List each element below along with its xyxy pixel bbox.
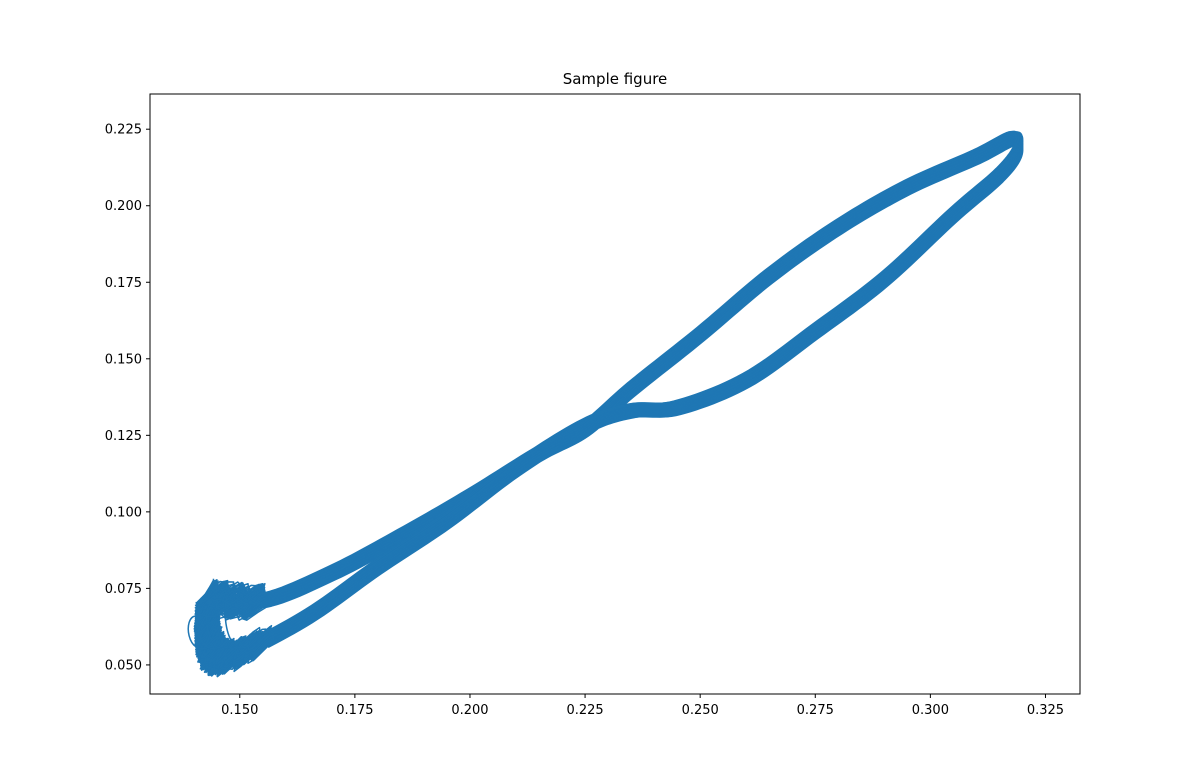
x-tick-label: 0.175 [336, 703, 373, 718]
series-knot-loop [215, 592, 252, 649]
plot-area-frame [149, 93, 1081, 695]
series-knot-loop [196, 603, 234, 650]
x-tick-label: 0.275 [797, 703, 834, 718]
series-trace [199, 131, 1023, 665]
y-tick-label: 0.125 [105, 429, 142, 444]
chart-title: Sample figure [563, 70, 668, 88]
y-axis: 0.050 0.075 0.100 0.125 0.150 0.175 0.200 0.225 [105, 123, 150, 673]
series-trace [198, 131, 1022, 664]
series-trace [200, 132, 1024, 666]
series-knot-loop [205, 598, 243, 649]
x-tick-label: 0.225 [566, 703, 603, 718]
x-axis: 0.150 0.175 0.200 0.225 0.250 0.275 0.300 0.325 [221, 694, 1064, 718]
y-tick-label: 0.150 [105, 352, 142, 367]
y-tick-label: 0.075 [105, 582, 142, 597]
y-tick-label: 0.100 [105, 505, 142, 520]
y-tick-label: 0.175 [105, 276, 142, 291]
x-tick-label: 0.250 [682, 703, 719, 718]
series-trace [200, 138, 1024, 671]
y-tick-label: 0.225 [105, 123, 142, 138]
x-tick-label: 0.325 [1027, 703, 1064, 718]
series-knot-loop [224, 589, 261, 649]
series-trace [200, 139, 1024, 672]
x-tick-label: 0.200 [451, 703, 488, 718]
series-trace [201, 141, 1024, 675]
series-trace [200, 144, 1024, 678]
y-tick-label: 0.200 [105, 199, 142, 214]
series-trace [194, 130, 1017, 664]
x-tick-label: 0.150 [221, 703, 258, 718]
series-layer [187, 130, 1024, 678]
y-tick-label: 0.050 [105, 658, 142, 673]
series-knot-loop [187, 603, 225, 650]
x-tick-label: 0.300 [912, 703, 949, 718]
series-trace [200, 135, 1024, 669]
series-trace [196, 130, 1020, 664]
series-trace [200, 140, 1023, 673]
